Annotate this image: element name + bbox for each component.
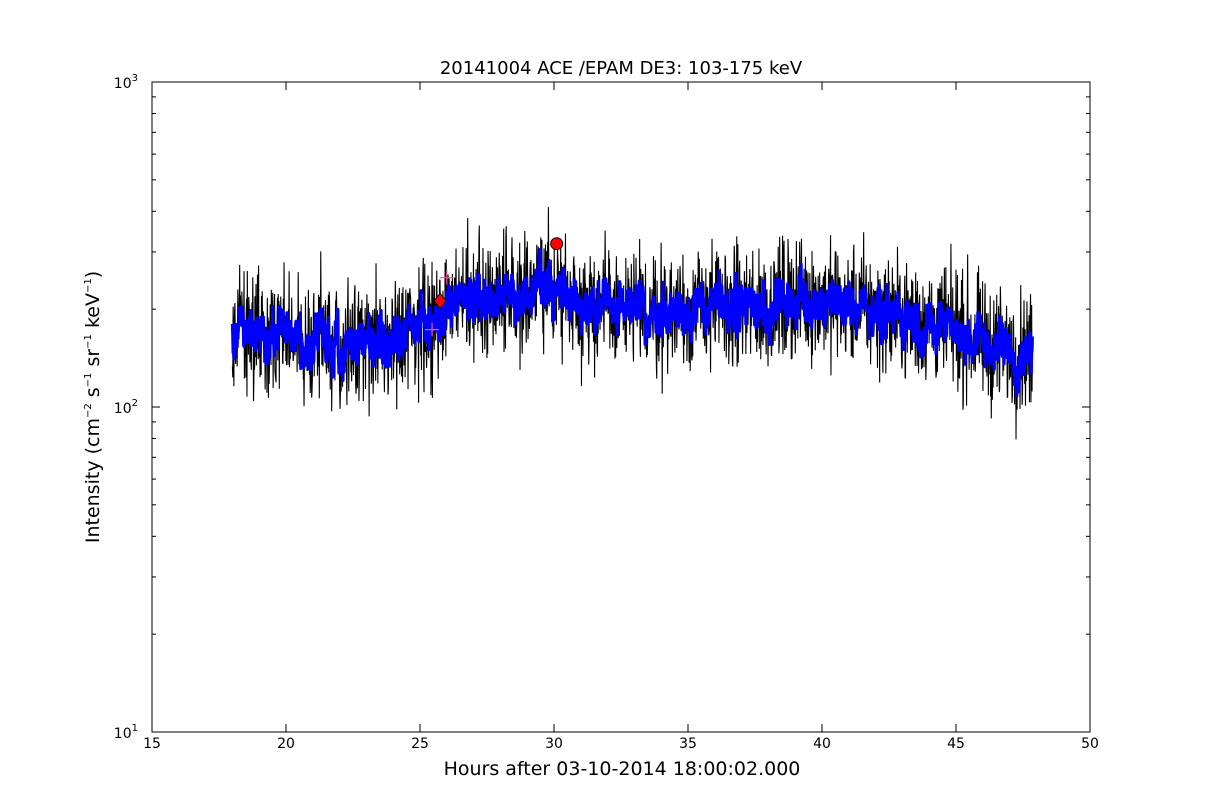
x-tick-label: 40 (813, 736, 831, 752)
y-label-part-3: sr (82, 349, 104, 373)
y-label-suffix: ) (82, 271, 104, 278)
y-tick-base: 10 (114, 76, 132, 92)
marker-plus-2 (425, 322, 440, 337)
y-label-prefix: Intensity (cm (82, 418, 104, 543)
y-label-part-4: keV (82, 293, 104, 334)
chart-title: 20141004 ACE /EPAM DE3: 103-175 keV (440, 58, 803, 79)
series-layer (230, 207, 1034, 440)
y-label-sup-4: −1 (83, 278, 94, 293)
y-label-sup-3: −1 (83, 334, 94, 349)
x-tick-label: 20 (277, 736, 295, 752)
y-tick-exponent: 3 (132, 73, 138, 84)
y-tick-label: 102 (114, 398, 138, 417)
y-tick-exponent: 2 (132, 398, 138, 409)
y-label-sup-2: −1 (83, 373, 94, 388)
marker-plus-3 (439, 270, 454, 285)
x-tick-label: 50 (1081, 736, 1099, 752)
x-tick-label: 45 (947, 736, 965, 752)
y-label-part-2: s (82, 387, 104, 403)
y-tick-label: 101 (114, 723, 138, 742)
x-tick-label: 30 (545, 736, 563, 752)
plot-area (151, 81, 1091, 733)
x-tick-label: 15 (143, 736, 161, 752)
tick-layer (151, 81, 1091, 733)
y-tick-base: 10 (114, 401, 132, 417)
y-tick-exponent: 1 (132, 723, 138, 734)
x-tick-label: 35 (679, 736, 697, 752)
y-tick-label: 103 (114, 73, 138, 92)
marker-circle-0 (550, 237, 564, 251)
x-axis-label: Hours after 03-10-2014 18:00:02.000 (444, 758, 801, 780)
axes-background (152, 82, 1090, 732)
y-tick-base: 10 (114, 726, 132, 742)
marker-layer (425, 237, 564, 337)
y-axis-label: Intensity (cm−2 s−1 sr−1 keV−1) (82, 271, 104, 543)
x-tick-labels: 15 20 25 30 35 40 45 50 (143, 736, 1099, 752)
series-smoothed-line (230, 248, 1034, 398)
marker-diamond-1 (433, 292, 447, 310)
x-tick-label: 25 (411, 736, 429, 752)
y-label-sup-1: −2 (83, 403, 94, 418)
